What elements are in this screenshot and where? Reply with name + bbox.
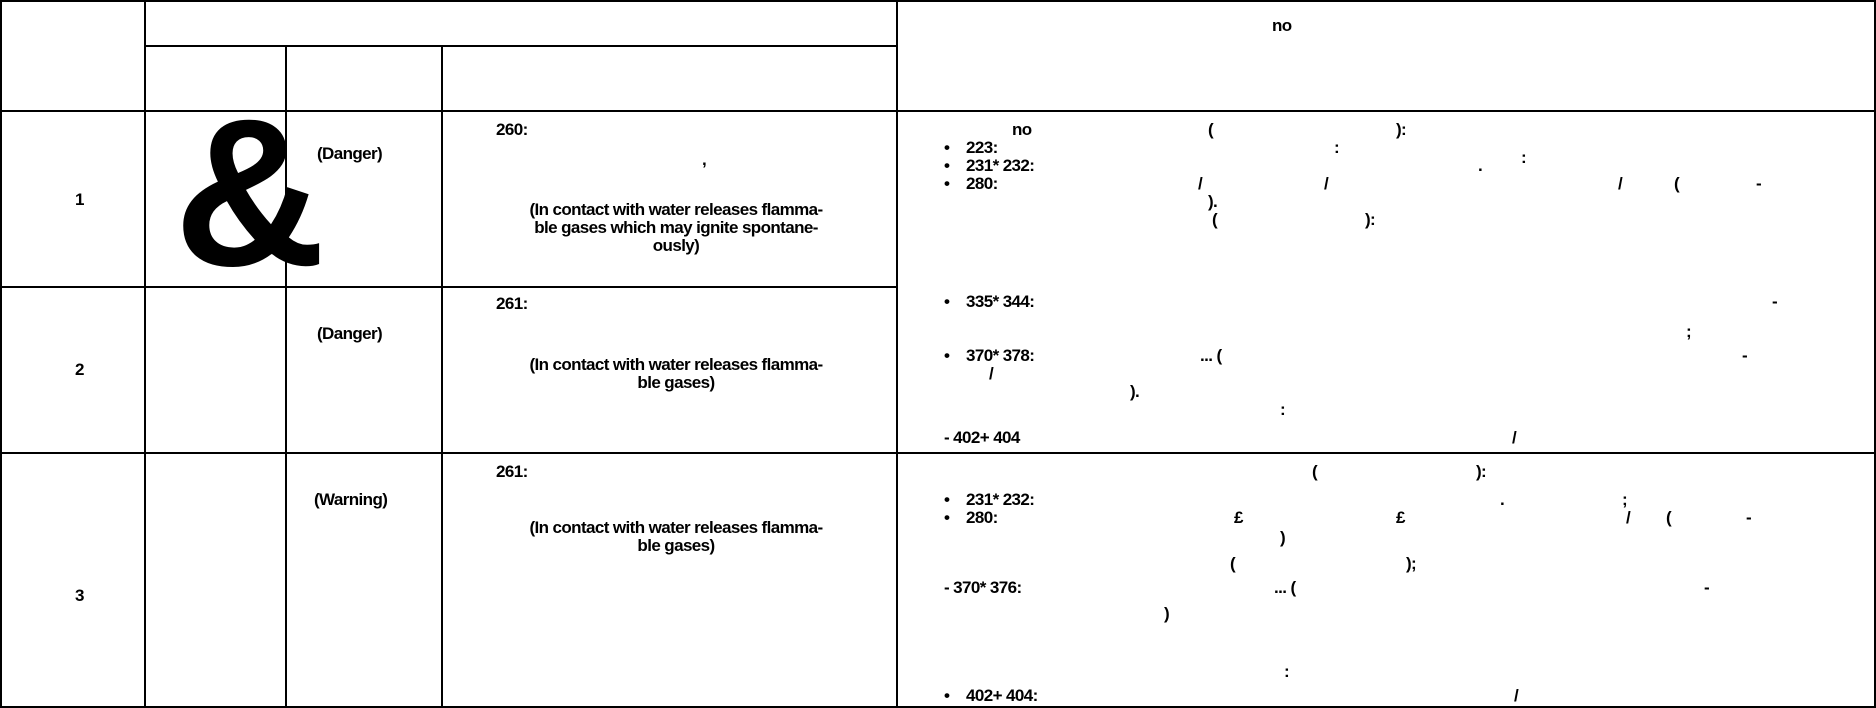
p12-line2-close: ):	[1365, 210, 1376, 229]
p12-b4-dash: -	[1772, 292, 1778, 311]
p12-b3-slash3: /	[1618, 174, 1623, 193]
row-1-hazard-mark: ,	[702, 150, 707, 169]
p3-b2-dash: -	[1746, 508, 1752, 527]
p12-line3-colon: :	[1280, 400, 1286, 419]
p3-b1-semi: ;	[1622, 490, 1628, 509]
bullet-icon: •	[944, 490, 950, 509]
p12-b5-slash: /	[989, 364, 994, 383]
p12-b6-code: - 402+ 404	[944, 428, 1020, 447]
p12-b5-ellipsis: ... (	[1200, 346, 1222, 365]
p12-b2-code: 231* 232:	[966, 156, 1035, 175]
row-2-signal-word: (Danger)	[317, 324, 383, 343]
p3-b2-slash: /	[1626, 508, 1631, 527]
bullet-icon: •	[944, 686, 950, 705]
p12-b3-dash: -	[1756, 174, 1762, 193]
p12-b4-code: 335* 344:	[966, 292, 1035, 311]
p12-line1-no: no	[1012, 120, 1032, 139]
p3-b3-ellipsis: ... (	[1274, 578, 1296, 597]
p12-b1-code: 223:	[966, 138, 998, 157]
bullet-icon: •	[944, 346, 950, 365]
p3-b4-code: 402+ 404:	[966, 686, 1038, 705]
p3-b2-paren: (	[1666, 508, 1672, 527]
p12-line1-close: ):	[1396, 120, 1407, 139]
row-2-number: 2	[75, 360, 84, 379]
bullet-icon: •	[944, 508, 950, 527]
p3-b3-code: - 370* 376:	[944, 578, 1022, 597]
p12-b5-code: 370* 378:	[966, 346, 1035, 365]
row-1-hazard-en-3: ously)	[652, 236, 700, 255]
p3-line2-paren: (	[1230, 554, 1236, 573]
p12-b3-paren: (	[1674, 174, 1680, 193]
row-3-signal-word: (Warning)	[314, 490, 388, 509]
p3-b3-dash: -	[1704, 578, 1710, 597]
pound-icon: £	[1396, 508, 1405, 527]
p12-b3-slash2: /	[1324, 174, 1329, 193]
p12-b2-colon: :	[1521, 148, 1527, 167]
row-3-hazard-en-2: ble gases)	[637, 536, 715, 555]
row-2-hazard-en-2: ble gases)	[637, 373, 715, 392]
p12-b3-slash1: /	[1198, 174, 1203, 193]
p12-b3-close: ).	[1208, 192, 1218, 211]
row-2-hazard-en-1: (In contact with water releases flamma-	[529, 355, 823, 374]
row-1-hazard-code: 260:	[496, 120, 528, 139]
p12-b5-close: ).	[1130, 382, 1140, 401]
p3-b1-dot: .	[1500, 490, 1505, 509]
bullet-icon: •	[944, 156, 950, 175]
p12-line2-paren: (	[1212, 210, 1218, 229]
row-2-hazard-code: 261:	[496, 294, 528, 313]
p12-b5-dash: -	[1742, 346, 1748, 365]
p3-line2-close: );	[1406, 554, 1417, 573]
row-3-number: 3	[75, 586, 84, 605]
p3-line3-colon: :	[1284, 662, 1290, 681]
p3-b4-slash: /	[1514, 686, 1519, 705]
p3-line1-close: ):	[1476, 462, 1487, 481]
bullet-icon: •	[944, 292, 950, 311]
p12-b6-slash: /	[1512, 428, 1517, 447]
flame-pictogram-icon: &	[174, 75, 326, 310]
header-precautions-title: no	[1272, 16, 1292, 35]
bullet-icon: •	[944, 138, 950, 157]
p3-b3-close: )	[1164, 604, 1170, 623]
p3-b1-code: 231* 232:	[966, 490, 1035, 509]
p3-line1-paren: (	[1312, 462, 1318, 481]
row-1-signal-word: (Danger)	[317, 144, 383, 163]
p12-b2-dot: .	[1478, 156, 1483, 175]
p3-b2-code: 280:	[966, 508, 998, 527]
row-1-number: 1	[75, 190, 84, 209]
p12-b4-semi: ;	[1686, 322, 1692, 341]
p12-b1-colon: :	[1334, 138, 1340, 157]
bullet-icon: •	[944, 174, 950, 193]
row-1-hazard-en-1: (In contact with water releases flamma-	[529, 200, 823, 219]
row-3-hazard-en-1: (In contact with water releases flamma-	[529, 518, 823, 537]
p3-b2-close: )	[1280, 528, 1286, 547]
p12-line1-paren: (	[1208, 120, 1214, 139]
p12-b3-code: 280:	[966, 174, 998, 193]
row-3-hazard-code: 261:	[496, 462, 528, 481]
pound-icon: £	[1234, 508, 1243, 527]
row-1-hazard-en-2: ble gases which may ignite spontane-	[534, 218, 818, 237]
